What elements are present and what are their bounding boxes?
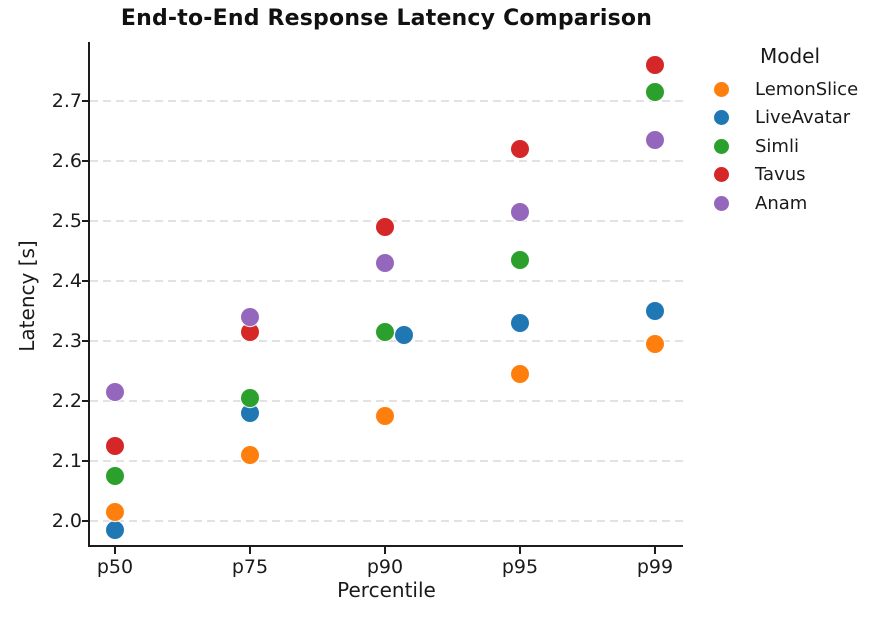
y-tick-mark bbox=[82, 520, 89, 522]
x-tick-label: p50 bbox=[96, 556, 134, 578]
scatter-point-tavus-p95 bbox=[511, 140, 529, 158]
scatter-point-liveavatar-p99 bbox=[646, 302, 664, 320]
y-tick-label: 2.5 bbox=[51, 210, 82, 232]
scatter-point-simli-p90 bbox=[376, 323, 394, 341]
scatter-point-anam-p95 bbox=[511, 203, 529, 221]
gridline bbox=[90, 280, 683, 282]
y-tick-mark bbox=[82, 400, 89, 402]
scatter-point-simli-p99 bbox=[646, 83, 664, 101]
legend-item-lemonslice: LemonSlice bbox=[714, 75, 874, 103]
scatter-point-anam-p75 bbox=[241, 308, 259, 326]
legend-marker-icon bbox=[714, 110, 729, 126]
gridline bbox=[90, 520, 683, 522]
y-tick-mark bbox=[82, 220, 89, 222]
x-tick-label: p99 bbox=[636, 556, 674, 578]
legend-item-label: Tavus bbox=[755, 164, 806, 186]
y-tick-mark bbox=[82, 340, 89, 342]
x-tick-label: p75 bbox=[231, 556, 269, 578]
y-tick-label: 2.3 bbox=[51, 330, 82, 352]
y-tick-label: 2.4 bbox=[51, 270, 82, 292]
scatter-point-anam-p50 bbox=[106, 383, 124, 401]
legend-item-label: LemonSlice bbox=[755, 78, 859, 100]
y-tick-label: 2.0 bbox=[51, 510, 82, 532]
scatter-point-lemonslice-p90 bbox=[376, 407, 394, 425]
legend-item-liveavatar: LiveAvatar bbox=[714, 104, 874, 132]
legend-marker-icon bbox=[714, 81, 729, 97]
scatter-point-lemonslice-p50 bbox=[106, 503, 124, 521]
scatter-point-anam-p99 bbox=[646, 131, 664, 149]
y-tick-label: 2.7 bbox=[51, 90, 82, 112]
gridline bbox=[90, 340, 683, 342]
gridline bbox=[90, 100, 683, 102]
gridline bbox=[90, 400, 683, 402]
legend-item-label: Simli bbox=[755, 135, 799, 157]
legend-marker-icon bbox=[714, 167, 729, 183]
scatter-point-simli-p95 bbox=[511, 251, 529, 269]
scatter-point-tavus-p50 bbox=[106, 437, 124, 455]
scatter-point-liveavatar-p50 bbox=[106, 521, 124, 539]
legend-title: Model bbox=[759, 44, 821, 68]
scatter-point-anam-p90 bbox=[376, 254, 394, 272]
x-tick-label: p90 bbox=[366, 556, 404, 578]
x-tick-label: p95 bbox=[501, 556, 539, 578]
legend-item-label: LiveAvatar bbox=[755, 107, 851, 129]
y-tick-mark bbox=[82, 160, 89, 162]
y-tick-label: 2.2 bbox=[51, 390, 82, 412]
x-tick-mark bbox=[249, 547, 251, 554]
x-tick-mark bbox=[519, 547, 521, 554]
scatter-point-lemonslice-p99 bbox=[646, 335, 664, 353]
legend-marker-icon bbox=[714, 138, 729, 154]
scatter-point-lemonslice-p95 bbox=[511, 365, 529, 383]
scatter-point-liveavatar-p90 bbox=[395, 326, 413, 344]
y-tick-mark bbox=[82, 460, 89, 462]
scatter-point-simli-p75 bbox=[241, 389, 259, 407]
legend-marker-icon bbox=[714, 195, 729, 211]
scatter-point-lemonslice-p75 bbox=[241, 446, 259, 464]
scatter-point-liveavatar-p75 bbox=[241, 404, 259, 422]
chart-title: End-to-End Response Latency Comparison bbox=[120, 6, 653, 31]
legend-item-tavus: Tavus bbox=[714, 161, 874, 189]
y-tick-label: 2.1 bbox=[51, 450, 82, 472]
x-axis-label: Percentile bbox=[337, 578, 436, 602]
x-tick-mark bbox=[384, 547, 386, 554]
legend-item-simli: Simli bbox=[714, 132, 874, 160]
y-tick-mark bbox=[82, 280, 89, 282]
x-axis-spine bbox=[88, 545, 683, 547]
x-tick-mark bbox=[654, 547, 656, 554]
x-tick-mark bbox=[114, 547, 116, 554]
legend-item-anam: Anam bbox=[714, 189, 874, 217]
scatter-point-tavus-p90 bbox=[376, 218, 394, 236]
y-axis-spine bbox=[88, 42, 90, 547]
scatter-point-tavus-p99 bbox=[646, 56, 664, 74]
scatter-point-tavus-p75 bbox=[241, 323, 259, 341]
y-tick-mark bbox=[82, 100, 89, 102]
gridline bbox=[90, 460, 683, 462]
y-tick-label: 2.6 bbox=[51, 150, 82, 172]
scatter-point-simli-p50 bbox=[106, 467, 124, 485]
gridline bbox=[90, 160, 683, 162]
scatter-point-liveavatar-p95 bbox=[511, 314, 529, 332]
legend-item-label: Anam bbox=[755, 192, 808, 214]
